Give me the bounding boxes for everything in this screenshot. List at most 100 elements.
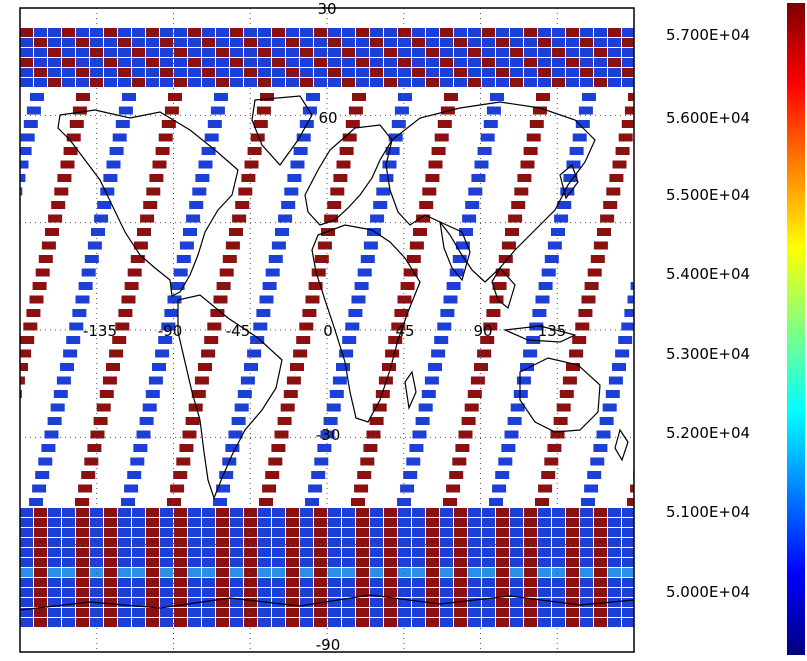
swath-segment [258,528,271,537]
swath-segment [20,376,25,385]
swath-segment [412,578,425,587]
swath-segment [474,363,488,371]
swath-segment [498,457,513,466]
swath-segment [524,78,537,87]
swath-segment [342,608,355,617]
swath-segment [104,618,117,627]
swath-segment [90,518,103,527]
swath-segment [523,349,538,358]
swath-segment [188,403,203,412]
swath-segment [204,336,219,344]
swath-segment [90,588,103,597]
swath-segment [496,508,509,517]
swath-segment [437,322,452,331]
swath-segment [321,228,335,236]
swath-segment [580,538,593,547]
swath-segment [277,417,292,425]
swath-segment [174,528,187,537]
swath-segment [557,201,572,209]
swath-segment [345,322,360,331]
swath-segment [510,588,523,597]
swath-segment [496,38,509,47]
swath-segment [314,255,329,263]
swath-segment [280,403,295,412]
swath-segment [384,588,397,597]
swath-segment [328,618,341,627]
swath-segment [202,58,215,67]
swath-segment [426,78,439,87]
swath-segment [384,508,397,517]
swath-segment [580,518,593,527]
swath-segment [597,228,611,236]
swath-segment [328,598,341,607]
swath-segment [244,58,257,67]
swath-segment [230,78,243,87]
swath-segment [118,588,131,597]
satellite-swaths [2,28,634,627]
swath-segment [314,568,327,577]
swath-segment [164,106,179,115]
swath-segment [482,528,495,537]
swath-segment [468,508,481,517]
swath-segment [538,588,551,597]
swath-segment [510,38,523,47]
swath-segment [20,598,33,607]
swath-segment [552,568,565,577]
swath-segment [314,578,327,587]
swath-segment [413,228,427,236]
swath-segment [524,68,537,77]
swath-segment [314,68,327,77]
swath-segment [72,106,87,115]
swath-segment [20,528,33,537]
swath-segment [62,618,75,627]
swath-segment [300,558,313,567]
swath-segment [426,608,439,617]
swath-segment [384,618,397,627]
swath-segment [104,598,117,607]
swath-segment [524,618,537,627]
swath-segment [179,241,194,250]
swath-segment [440,538,453,547]
swath-segment [524,38,537,47]
swath-segment [370,588,383,597]
swath-segment [146,58,159,67]
swath-segment [174,68,187,77]
swath-segment [454,538,467,547]
swath-segment [510,548,523,557]
swath-segment [256,106,271,115]
swath-segment [342,558,355,567]
swath-segment [622,78,634,87]
swath-segment [538,78,551,87]
swath-segment [454,28,467,37]
swath-segment [327,201,342,209]
swath-segment [104,58,117,67]
swath-segment [146,187,161,196]
swath-segment [328,548,341,557]
swath-segment [356,528,369,537]
swath-segment [496,618,509,627]
swath-segment [2,215,16,223]
swath-segment [216,538,229,547]
swath-segment [398,68,411,77]
colorbar-tick-label: 5.600E+04 [666,109,751,127]
swath-segment [594,558,607,567]
swath-segment [449,268,464,277]
swath-segment [454,78,467,87]
swath-segment [286,568,299,577]
swath-segment [244,68,257,77]
swath-segment [182,430,197,439]
swath-segment [57,174,72,182]
swath-segment [78,484,93,493]
swath-segment [384,48,397,57]
swath-segment [20,558,33,567]
swath-segment [622,58,634,67]
swath-segment [314,618,327,627]
swath-segment [566,38,579,47]
swath-segment [20,336,35,344]
swath-segment [426,38,439,47]
lat-label-60: 60 [318,109,337,127]
swath-segment [566,578,579,587]
swath-segment [330,187,345,196]
swath-segment [412,58,425,67]
